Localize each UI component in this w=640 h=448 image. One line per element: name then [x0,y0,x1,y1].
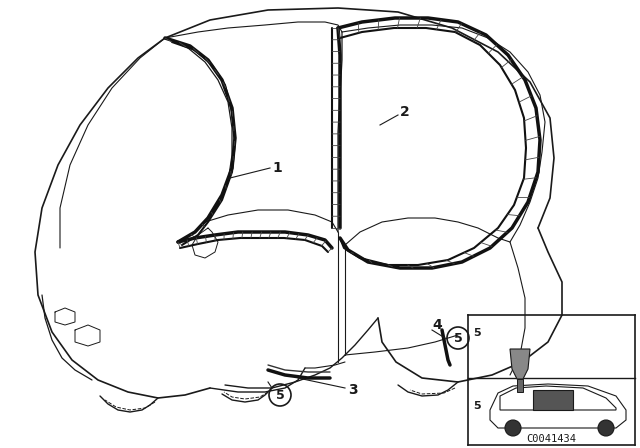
Polygon shape [533,390,573,410]
Text: C0041434: C0041434 [527,434,577,444]
Text: 5: 5 [473,401,481,411]
Text: 5: 5 [473,328,481,338]
Text: 3: 3 [348,383,358,397]
Circle shape [505,420,521,436]
Text: 1: 1 [272,161,282,175]
Text: 5: 5 [454,332,462,345]
Polygon shape [500,386,616,410]
Text: 2: 2 [400,105,410,119]
Circle shape [598,420,614,436]
Polygon shape [510,349,530,379]
Polygon shape [517,379,523,392]
Polygon shape [490,384,626,428]
Text: 4: 4 [432,318,442,332]
Text: 5: 5 [276,388,284,401]
